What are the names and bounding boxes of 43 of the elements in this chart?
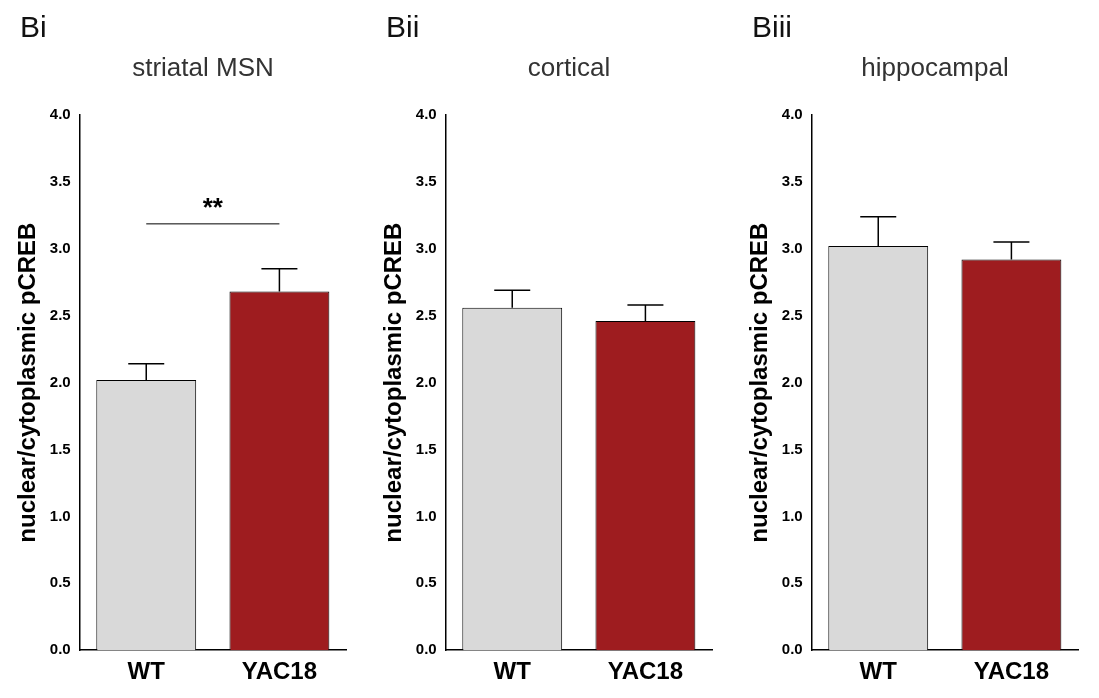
y-tick-label: 0.5: [781, 573, 803, 591]
x-tick-label: WT: [859, 657, 898, 685]
y-tick-label: 1.0: [415, 506, 437, 524]
annotation: **: [202, 192, 224, 223]
y-tick-label: 2.0: [415, 372, 437, 390]
x-tick-label: WT: [127, 657, 166, 685]
chart-subtitle: hippocampal: [860, 52, 1010, 83]
y-tick-label: 3.5: [415, 172, 437, 190]
y-tick-label: 0.0: [781, 640, 803, 658]
y-tick-label: 2.5: [781, 305, 803, 323]
y-tick-label: 3.5: [781, 172, 803, 190]
y-tick-label: 3.5: [49, 172, 71, 190]
y-tick-label: 0.0: [415, 640, 437, 658]
chart-title: Bi: [20, 10, 47, 44]
y-tick-label: 0.0: [49, 640, 71, 658]
y-tick-label: 2.0: [49, 372, 71, 390]
y-axis-title: nuclear/cytoplasmic pCREB: [13, 222, 41, 543]
y-tick-label: 0.5: [415, 573, 437, 591]
y-tick-label: 1.5: [49, 439, 71, 457]
y-tick-label: 4.0: [49, 105, 71, 123]
y-axis-title: nuclear/cytoplasmic pCREB: [379, 222, 407, 543]
chart-subtitle: striatal MSN: [131, 52, 275, 83]
y-tick-label: 3.0: [49, 238, 71, 256]
y-axis-title: nuclear/cytoplasmic pCREB: [745, 222, 773, 543]
y-tick-label: 1.5: [415, 439, 437, 457]
y-tick-label: 4.0: [415, 105, 437, 123]
y-tick-label: 1.5: [781, 439, 803, 457]
x-tick-label: YAC18: [607, 657, 683, 685]
y-tick-label: 0.5: [49, 573, 71, 591]
y-tick-label: 2.5: [415, 305, 437, 323]
x-tick-label: YAC18: [241, 657, 317, 685]
y-tick-label: 3.0: [415, 238, 437, 256]
chart-title: Biii: [752, 10, 793, 44]
x-tick-label: YAC18: [973, 657, 1049, 685]
y-tick-label: 3.0: [781, 238, 803, 256]
y-tick-label: 1.0: [49, 506, 71, 524]
y-tick-label: 2.5: [49, 305, 71, 323]
y-tick-label: 1.0: [781, 506, 803, 524]
y-tick-label: 2.0: [781, 372, 803, 390]
y-tick-label: 4.0: [781, 105, 803, 123]
x-tick-label: WT: [493, 657, 532, 685]
chart-title: Bii: [386, 10, 420, 44]
chart-subtitle: cortical: [526, 52, 612, 83]
